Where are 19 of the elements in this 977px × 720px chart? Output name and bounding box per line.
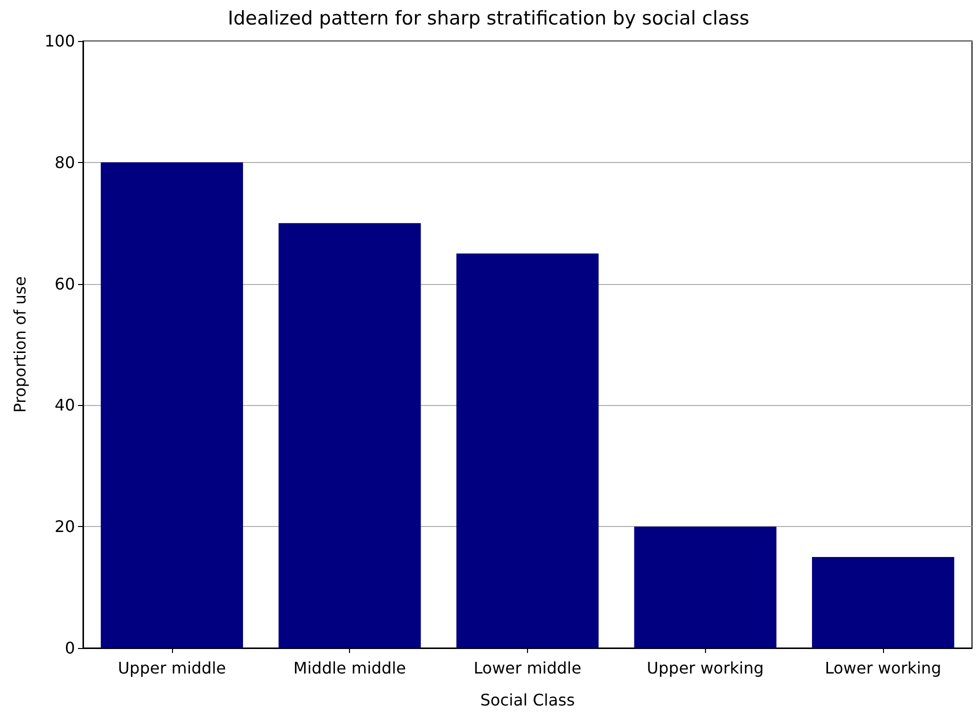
- x-tick-label: Upper middle: [118, 658, 226, 678]
- bar: [634, 526, 776, 648]
- y-tick-label: 80: [54, 152, 75, 172]
- x-tick-label: Lower working: [824, 658, 942, 678]
- y-tick-label: 20: [54, 517, 75, 536]
- bar: [278, 223, 421, 648]
- y-tick-label: 0: [64, 638, 75, 658]
- x-tick-label: Upper working: [646, 658, 764, 678]
- x-tick-label: Lower middle: [474, 658, 582, 678]
- chart-title: Idealized pattern for sharp stratification by social class: [228, 8, 750, 30]
- x-tick-label: Middle middle: [293, 658, 406, 678]
- y-axis-title: Proportion of use: [10, 276, 30, 413]
- x-axis-title: Social Class: [480, 690, 575, 710]
- bar: [812, 556, 954, 648]
- y-tick-label: 100: [44, 32, 75, 50]
- bar: [456, 253, 599, 648]
- y-tick-label: 40: [54, 396, 75, 415]
- y-tick-label: 60: [54, 274, 75, 294]
- bar: [100, 162, 244, 648]
